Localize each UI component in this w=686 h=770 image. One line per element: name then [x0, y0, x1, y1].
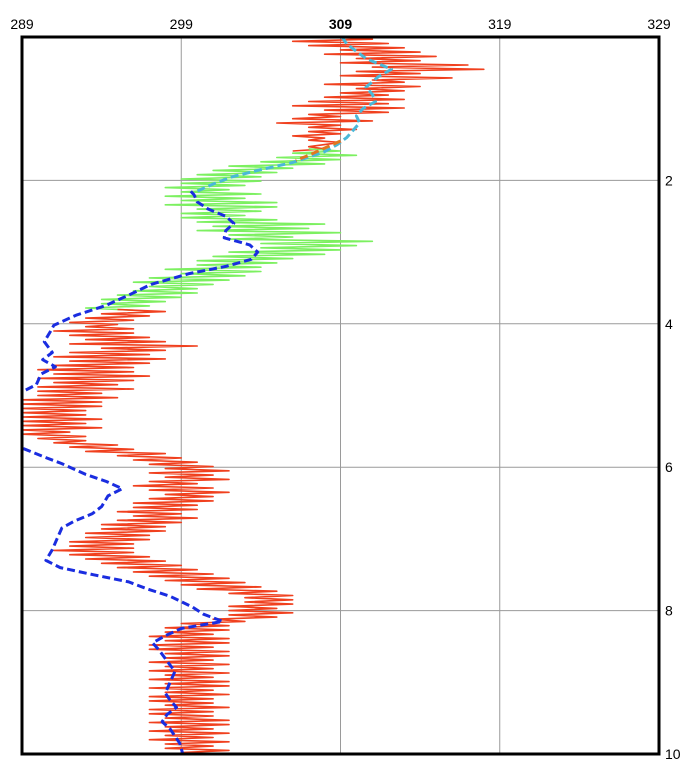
raw-line-1: [84, 148, 374, 311]
x-tick-label: 319: [488, 16, 512, 32]
x-tick-labels: 289 299 309 319 329: [10, 16, 671, 32]
plot-border: [20, 35, 661, 756]
raw-line-0: [275, 37, 485, 152]
series-group: [22, 37, 485, 754]
smoothed-line-3: [196, 37, 393, 193]
y-tick-label: 8: [665, 603, 673, 619]
x-tick-label: 309: [329, 16, 353, 32]
grid-lines: [22, 37, 659, 754]
raw-line-2: [22, 308, 294, 754]
x-tick-label: 289: [10, 16, 34, 32]
smoothed-line-4: [295, 139, 342, 162]
smoothed-line-5: [22, 190, 260, 754]
y-tick-label: 10: [665, 746, 681, 762]
x-tick-label: 299: [170, 16, 194, 32]
y-tick-label: 2: [665, 172, 673, 188]
y-tick-label: 4: [665, 316, 673, 332]
y-tick-labels: 2 4 6 8 10: [665, 172, 681, 762]
plot-frame: [20, 35, 661, 756]
x-tick-label: 329: [647, 16, 671, 32]
y-tick-label: 6: [665, 459, 673, 475]
